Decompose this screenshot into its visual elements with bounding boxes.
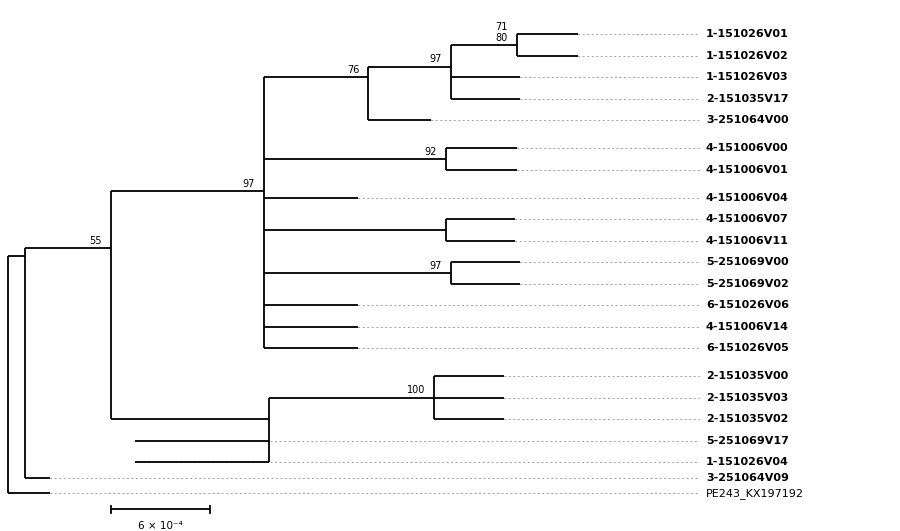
Text: 1-151026V01: 1-151026V01 (706, 29, 788, 39)
Text: 4-151006V07: 4-151006V07 (706, 214, 788, 224)
Text: 1-151026V03: 1-151026V03 (706, 72, 788, 82)
Text: 4-151006V04: 4-151006V04 (706, 193, 788, 203)
Text: 5-251069V02: 5-251069V02 (706, 279, 788, 289)
Text: 6-151026V06: 6-151026V06 (706, 300, 789, 310)
Text: 6 × 10⁻⁴: 6 × 10⁻⁴ (138, 521, 183, 531)
Text: 71: 71 (495, 22, 508, 32)
Text: 4-151006V11: 4-151006V11 (706, 236, 788, 246)
Text: 5-251069V17: 5-251069V17 (706, 435, 788, 446)
Text: 3-251064V09: 3-251064V09 (706, 473, 788, 483)
Text: 76: 76 (346, 65, 359, 75)
Text: 5-251069V00: 5-251069V00 (706, 257, 788, 267)
Text: 3-251064V00: 3-251064V00 (706, 115, 788, 125)
Text: 2-151035V03: 2-151035V03 (706, 392, 788, 402)
Text: 55: 55 (89, 236, 102, 246)
Text: 80: 80 (496, 33, 508, 43)
Text: 4-151006V14: 4-151006V14 (706, 322, 789, 332)
Text: 2-151035V02: 2-151035V02 (706, 414, 788, 424)
Text: 100: 100 (407, 386, 425, 396)
Text: 97: 97 (429, 261, 442, 271)
Text: 92: 92 (425, 147, 436, 157)
Text: 4-151006V00: 4-151006V00 (706, 143, 788, 153)
Text: 6-151026V05: 6-151026V05 (706, 343, 788, 353)
Text: 2-151035V17: 2-151035V17 (706, 94, 788, 104)
Text: 4-151006V01: 4-151006V01 (706, 165, 788, 175)
Text: 97: 97 (243, 179, 255, 189)
Text: PE243_KX197192: PE243_KX197192 (706, 488, 804, 499)
Text: 1-151026V02: 1-151026V02 (706, 51, 788, 61)
Text: 2-151035V00: 2-151035V00 (706, 371, 788, 381)
Text: 1-151026V04: 1-151026V04 (706, 457, 788, 467)
Text: 97: 97 (429, 55, 442, 64)
